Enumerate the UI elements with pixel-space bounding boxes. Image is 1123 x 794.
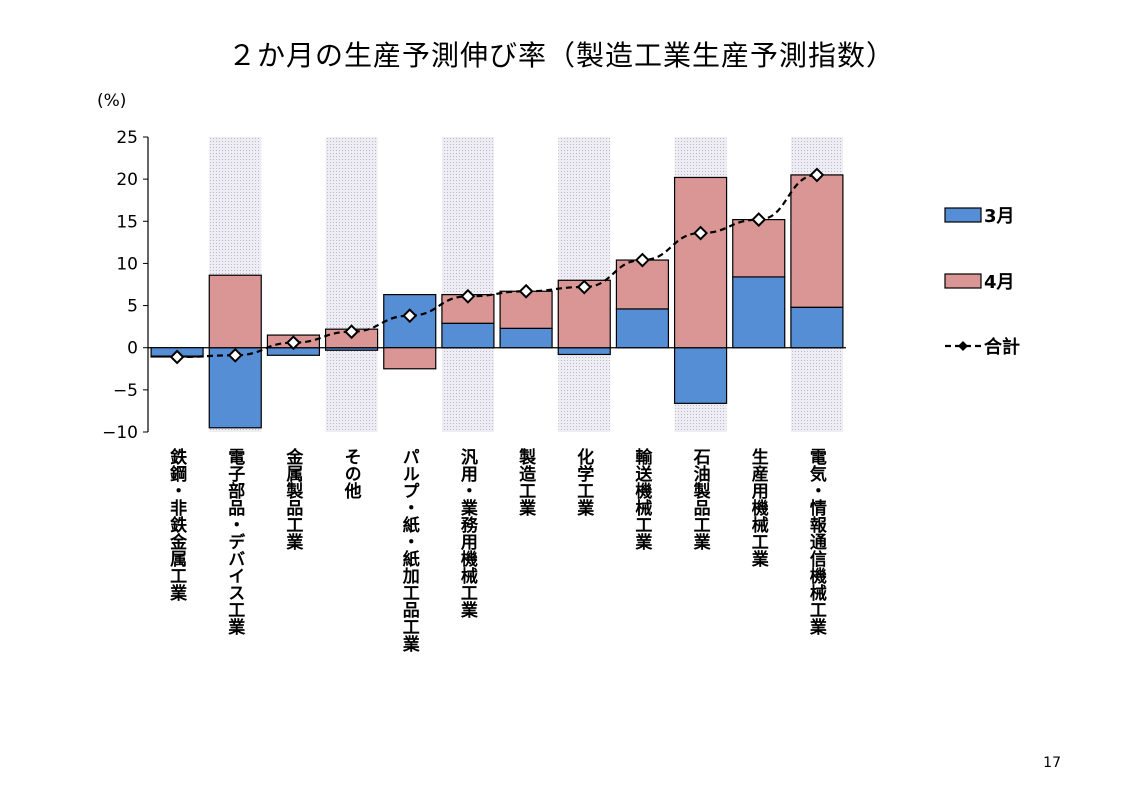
bar-april [383, 347, 437, 370]
total-marker [809, 167, 825, 183]
x-tick-label: 製造工業 [515, 447, 537, 517]
legend-label-total: 合計 [984, 336, 1020, 358]
x-tick-label: 石油製品工業 [690, 448, 712, 551]
x-tick-label: パルプ・紙・紙加工品工業 [399, 448, 421, 653]
total-marker [460, 288, 476, 304]
total-marker [693, 225, 708, 241]
x-tick-label: 汎用・業務用機械工業 [457, 447, 478, 619]
bar-april [499, 290, 553, 329]
x-tick-label: 化学工業 [573, 447, 594, 517]
y-tick-label: 20 [116, 170, 138, 190]
bar-march [499, 327, 553, 349]
bar-april [673, 176, 728, 349]
total-marker [402, 308, 418, 324]
total-marker [227, 347, 243, 363]
bar-march [732, 276, 786, 349]
legend-marker-total [958, 341, 968, 351]
y-tick-label: 10 [116, 254, 138, 274]
shaded-band [325, 137, 378, 432]
y-tick-label: 0 [127, 339, 138, 359]
legend-swatch-march [944, 207, 982, 223]
bar-march [790, 306, 844, 349]
bar-april [208, 274, 262, 349]
y-tick-label: 25 [116, 128, 138, 148]
y-tick-label: 5 [127, 297, 138, 317]
bar-march [557, 347, 611, 356]
x-tick-label: その他 [341, 448, 363, 499]
x-tick-label: 電気・情報通信機械工業 [806, 448, 828, 636]
bar-march [615, 308, 670, 349]
y-tick-label: −10 [102, 423, 138, 443]
chart-title: ２か月の生産予測伸び率（製造工業生産予測指数） [227, 39, 895, 72]
total-marker [635, 252, 650, 268]
page-number: 17 [1043, 755, 1061, 771]
legend-swatch-april [944, 273, 982, 289]
total-marker [169, 349, 185, 365]
y-tick-label: 15 [116, 212, 138, 232]
total-marker [751, 212, 767, 228]
total-line [177, 173, 817, 359]
total-marker [286, 335, 301, 351]
shaded-band [441, 137, 494, 432]
y-tick-label: −5 [113, 381, 138, 401]
total-marker [344, 324, 359, 340]
x-tick-label: 電子部品・デバイス工業 [224, 448, 245, 636]
bar-april [732, 219, 786, 278]
legend-label-april: 4月 [984, 272, 1015, 293]
x-tick-label: 鉄鋼・非鉄金属工業 [166, 447, 188, 602]
bar-march [673, 347, 728, 404]
total-marker [576, 279, 592, 295]
bar-april [615, 259, 670, 310]
bar-march [441, 322, 495, 349]
y-axis-unit: (%) [97, 91, 127, 111]
x-tick-label: 輸送機械工業 [631, 447, 652, 551]
legend-label-march: 3月 [984, 206, 1015, 227]
x-tick-label: 金属製品工業 [282, 447, 304, 551]
x-tick-label: 生産用機械工業 [748, 447, 769, 568]
total-marker [518, 283, 534, 299]
bar-april [790, 174, 844, 308]
